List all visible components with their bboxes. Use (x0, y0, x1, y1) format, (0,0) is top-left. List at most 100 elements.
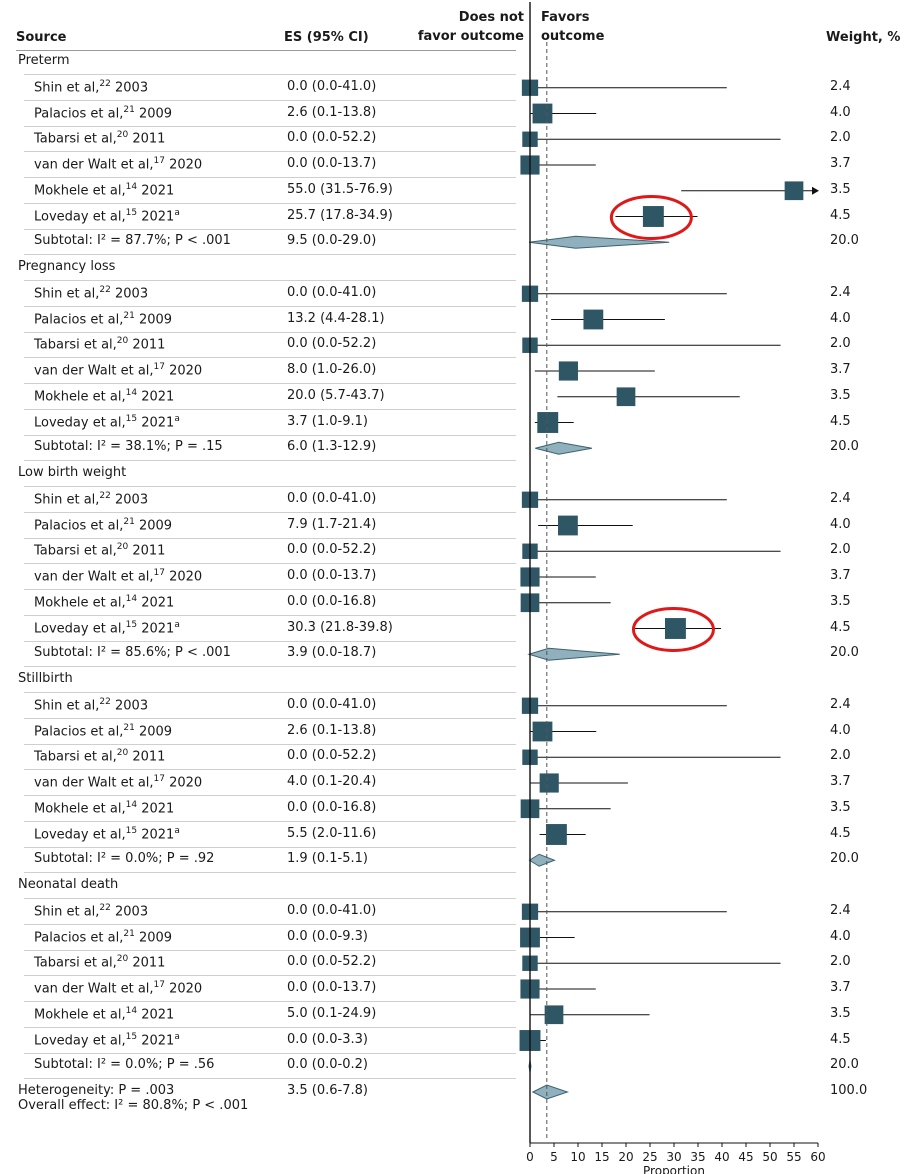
row-divider (24, 769, 516, 771)
study-label: Palacios et al,21 2009 (34, 723, 172, 739)
study-es: 0.0 (0.0-16.8) (287, 799, 377, 815)
row-divider (24, 99, 516, 101)
study-es: 5.5 (2.0-11.6) (287, 825, 377, 841)
study-label: Tabarsi et al,20 2011 (34, 336, 165, 352)
study-author: Tabarsi et al, (34, 749, 117, 765)
study-year: 2009 (134, 723, 173, 739)
subtotal-label: Subtotal: I² = 87.7%; P < .001 (34, 233, 231, 249)
study-year: 2021 (137, 826, 175, 842)
row-divider (24, 460, 516, 462)
row-divider (24, 975, 516, 977)
study-ref: 21 (123, 104, 135, 115)
study-weight: 3.5 (830, 1005, 851, 1021)
study-year: 2020 (164, 981, 203, 997)
study-es: 25.7 (17.8-34.9) (287, 207, 393, 223)
ci-arrow (812, 186, 819, 195)
row-divider (24, 74, 516, 75)
study-footnote-a: a (174, 619, 180, 630)
study-author: Loveday et al, (34, 620, 126, 636)
study-label: Shin et al,22 2003 (34, 491, 148, 507)
study-es: 0.0 (0.0-41.0) (287, 78, 377, 94)
study-label: Mokhele et al,14 2021 (34, 182, 174, 198)
study-weight: 2.0 (830, 954, 851, 970)
study-footnote-a: a (174, 207, 180, 218)
study-es: 13.2 (4.4-28.1) (287, 310, 385, 326)
study-ref: 20 (116, 542, 129, 553)
study-es: 0.0 (0.0-16.8) (287, 593, 377, 609)
study-weight: 2.0 (830, 336, 851, 352)
study-label: Tabarsi et al,20 2011 (34, 130, 165, 146)
x-tick-label: 50 (762, 1150, 777, 1164)
study-label: van der Walt et al,17 2020 (34, 774, 202, 790)
study-label: Loveday et al,15 2021a (34, 1032, 180, 1048)
study-weight: 2.4 (830, 78, 851, 94)
study-label: Shin et al,22 2003 (34, 285, 148, 301)
study-weight: 4.0 (830, 104, 851, 120)
study-author: van der Walt et al, (34, 569, 154, 585)
study-ref: 15 (125, 619, 138, 630)
study-weight: 4.0 (830, 928, 851, 944)
study-es: 0.0 (0.0-52.2) (287, 542, 377, 558)
study-author: Mokhele et al, (34, 183, 126, 199)
header-source: Source (16, 30, 67, 45)
study-author: Tabarsi et al, (34, 131, 117, 147)
x-tick-label: 30 (666, 1150, 681, 1164)
study-weight: 2.0 (830, 748, 851, 764)
effect-marker (784, 181, 804, 201)
study-es: 0.0 (0.0-13.7) (287, 156, 377, 171)
study-ref: 17 (153, 156, 165, 166)
row-divider (24, 1052, 516, 1054)
study-weight: 3.7 (830, 774, 851, 789)
study-es: 0.0 (0.0-13.7) (287, 568, 377, 583)
study-weight: 3.7 (830, 362, 851, 377)
effect-marker (532, 103, 553, 124)
x-axis-label: Proportion (643, 1164, 705, 1174)
study-label: van der Walt et al,17 2020 (34, 362, 202, 378)
study-weight: 3.5 (830, 593, 851, 609)
study-weight: 3.5 (830, 387, 851, 403)
study-es: 8.0 (1.0-26.0) (287, 362, 377, 377)
x-tick-label: 0 (526, 1150, 534, 1164)
study-year: 2009 (134, 311, 173, 327)
study-ref: 14 (125, 593, 138, 604)
row-divider (24, 486, 516, 487)
subtotal-diamond (528, 235, 670, 249)
subtotal-label: Subtotal: I² = 85.6%; P < .001 (34, 645, 231, 661)
subtotal-es: 9.5 (0.0-29.0) (287, 233, 377, 249)
study-label: Shin et al,22 2003 (34, 79, 148, 95)
header-does-not-favor-line2: favor outcome (417, 29, 524, 44)
row-divider (24, 408, 516, 410)
study-label: Palacios et al,21 2009 (34, 311, 172, 327)
study-year: 2003 (110, 698, 149, 714)
overall-effect-text: Overall effect: I² = 80.8%; P < .001 (18, 1098, 249, 1113)
study-year: 2003 (110, 904, 149, 920)
study-weight: 2.4 (830, 284, 851, 300)
x-tick-label: 35 (690, 1150, 705, 1164)
study-year: 2020 (164, 569, 203, 585)
subtotal-weight: 20.0 (830, 1057, 859, 1073)
study-ref: 15 (125, 413, 138, 424)
study-label: Tabarsi et al,20 2011 (34, 954, 165, 970)
study-es: 2.6 (0.1-13.8) (287, 104, 377, 120)
study-ref: 17 (153, 362, 165, 372)
study-author: Tabarsi et al, (34, 337, 117, 353)
study-label: Mokhele et al,14 2021 (34, 800, 174, 816)
row-divider (24, 151, 516, 153)
x-tick-label: 25 (642, 1150, 657, 1164)
study-weight: 4.5 (830, 413, 851, 429)
study-author: Loveday et al, (34, 414, 126, 430)
header-favors-line2: outcome (541, 29, 605, 44)
study-weight: 3.7 (830, 156, 851, 171)
study-year: 2009 (134, 105, 173, 121)
study-es: 0.0 (0.0-41.0) (287, 696, 377, 712)
study-ref: 21 (123, 516, 135, 527)
study-year: 2003 (110, 492, 149, 508)
study-year: 2021 (137, 620, 175, 636)
subtotal-label: Subtotal: I² = 38.1%; P = .15 (34, 439, 223, 455)
x-tick-label: 40 (714, 1150, 729, 1164)
study-author: Palacios et al, (34, 105, 124, 121)
row-divider (24, 383, 516, 384)
study-ref: 22 (99, 284, 111, 295)
row-divider (24, 692, 516, 693)
study-ref: 14 (125, 181, 138, 192)
